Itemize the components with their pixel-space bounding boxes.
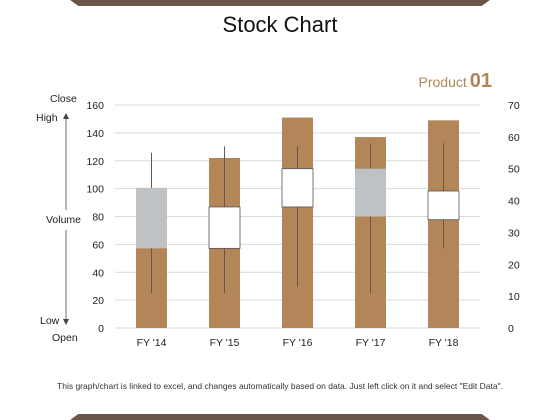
product-text: Product	[418, 74, 467, 90]
left-tick-label: 140	[86, 128, 104, 140]
x-tick-label: FY '16	[283, 337, 313, 349]
open-label: Open	[52, 332, 78, 344]
top-decorative-bar	[70, 0, 490, 6]
left-tick-label: 100	[86, 184, 104, 196]
right-tick-label: 20	[508, 259, 520, 271]
candle-box	[427, 190, 460, 221]
x-axis-ticks: FY '14 FY '15 FY '16 FY '17 FY '18	[137, 337, 459, 349]
candle-box	[281, 168, 314, 208]
candle-box	[136, 187, 167, 249]
right-tick-label: 60	[508, 132, 520, 144]
candle-box	[208, 206, 241, 249]
left-tick-label: 80	[92, 212, 104, 224]
volume-label: Volume	[46, 214, 81, 226]
left-tick-label: 120	[86, 156, 104, 168]
x-tick-label: FY '17	[356, 337, 386, 349]
x-tick-label: FY '14	[137, 337, 167, 349]
bottom-decorative-bar	[70, 414, 490, 420]
right-axis-ticks: 0 10 20 30 40 50 60 70	[508, 100, 520, 335]
right-tick-label: 50	[508, 164, 520, 176]
x-tick-label: FY '15	[210, 337, 240, 349]
footnote: This graph/chart is linked to excel, and…	[57, 381, 503, 391]
left-tick-label: 40	[92, 267, 104, 279]
left-tick-label: 20	[92, 295, 104, 307]
right-tick-label: 10	[508, 291, 520, 303]
product-number: 01	[469, 70, 492, 92]
close-label: Close	[50, 93, 77, 105]
side-labels: Close High Volume Low Open	[36, 93, 81, 344]
left-tick-label: 0	[98, 323, 104, 335]
page-title: Stock Chart	[222, 12, 338, 37]
left-tick-label: 160	[86, 100, 104, 112]
candle-box	[355, 168, 386, 217]
candles	[136, 143, 460, 293]
right-tick-label: 30	[508, 227, 520, 239]
high-label: High	[36, 112, 58, 124]
left-tick-label: 60	[92, 239, 104, 251]
x-tick-label: FY '18	[429, 337, 459, 349]
down-arrow-head	[63, 319, 69, 325]
up-arrow-head	[63, 113, 69, 119]
right-tick-label: 40	[508, 196, 520, 208]
right-tick-label: 70	[508, 100, 520, 112]
left-axis-ticks: 0 20 40 60 80 100 120 140 160	[86, 100, 104, 335]
low-label: Low	[40, 315, 60, 327]
right-tick-label: 0	[508, 323, 514, 335]
product-label: Product 01	[392, 70, 493, 93]
